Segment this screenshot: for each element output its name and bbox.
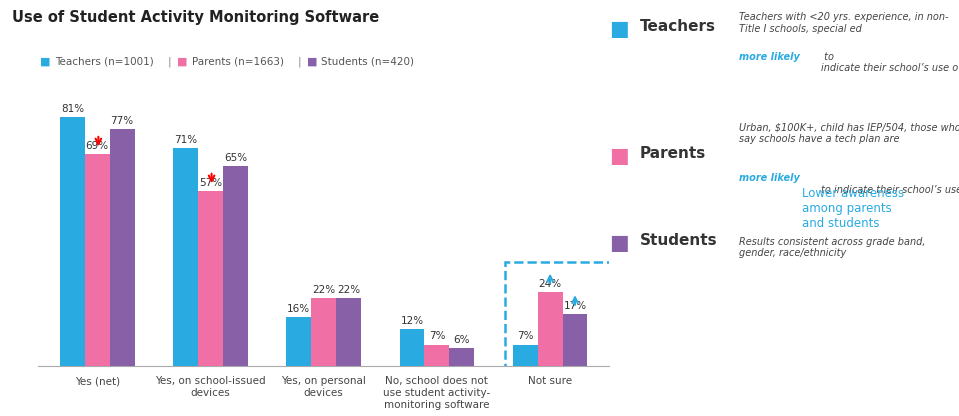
Text: 57%: 57% <box>199 178 222 188</box>
Bar <box>59 117 84 366</box>
Bar <box>400 329 425 366</box>
Text: Teachers: Teachers <box>640 19 715 34</box>
Text: 6%: 6% <box>454 334 470 344</box>
Text: Teachers with <20 yrs. experience, in non-
Title I schools, special ed: Teachers with <20 yrs. experience, in no… <box>738 12 948 34</box>
Text: ■: ■ <box>307 56 317 66</box>
Text: Parents (n=1663): Parents (n=1663) <box>192 56 284 66</box>
Text: to
indicate their school’s use of software: to indicate their school’s use of softwa… <box>821 52 959 74</box>
Text: ■: ■ <box>609 233 629 253</box>
Bar <box>222 166 247 366</box>
Bar <box>425 344 450 366</box>
Text: Teachers (n=1001): Teachers (n=1001) <box>55 56 153 66</box>
Text: 12%: 12% <box>401 316 424 326</box>
Text: to indicate their school’s use of software: to indicate their school’s use of softwa… <box>821 173 959 195</box>
Text: Use of Student Activity Monitoring Software: Use of Student Activity Monitoring Softw… <box>12 10 379 25</box>
Text: 16%: 16% <box>287 304 311 314</box>
Bar <box>538 292 563 366</box>
Text: 17%: 17% <box>564 301 587 311</box>
Text: ■: ■ <box>40 56 51 66</box>
Text: ■: ■ <box>609 146 629 166</box>
Text: 69%: 69% <box>85 141 108 151</box>
Bar <box>450 348 475 366</box>
Bar <box>84 154 109 366</box>
Text: 81%: 81% <box>60 104 83 114</box>
Text: Parents: Parents <box>640 146 706 161</box>
Text: Lower awareness
among parents
and students: Lower awareness among parents and studen… <box>802 187 903 230</box>
Text: more likely: more likely <box>738 52 800 62</box>
Text: more likely: more likely <box>738 173 800 183</box>
Text: 65%: 65% <box>223 153 246 163</box>
Bar <box>198 191 222 366</box>
Text: 24%: 24% <box>539 279 562 289</box>
Bar <box>513 344 538 366</box>
Bar <box>287 317 312 366</box>
Text: 22%: 22% <box>337 285 361 295</box>
Text: ■: ■ <box>177 56 188 66</box>
Text: 71%: 71% <box>174 135 198 145</box>
Text: 77%: 77% <box>110 116 133 126</box>
Text: ■: ■ <box>609 19 629 39</box>
Text: Results consistent across grade band,
gender, race/ethnicity: Results consistent across grade band, ge… <box>738 237 925 258</box>
Bar <box>336 298 361 366</box>
Text: |: | <box>168 56 172 67</box>
Text: |: | <box>297 56 301 67</box>
Text: Urban, $100K+, child has IEP/504, those who
say schools have a tech plan are: Urban, $100K+, child has IEP/504, those … <box>738 123 959 144</box>
Text: Students (n=420): Students (n=420) <box>321 56 414 66</box>
Text: 7%: 7% <box>517 332 533 342</box>
Text: Students: Students <box>640 233 717 248</box>
Text: 7%: 7% <box>429 332 445 342</box>
Text: 22%: 22% <box>312 285 336 295</box>
Bar <box>109 129 134 366</box>
Bar <box>563 314 588 366</box>
Bar <box>173 148 198 366</box>
Bar <box>312 298 336 366</box>
